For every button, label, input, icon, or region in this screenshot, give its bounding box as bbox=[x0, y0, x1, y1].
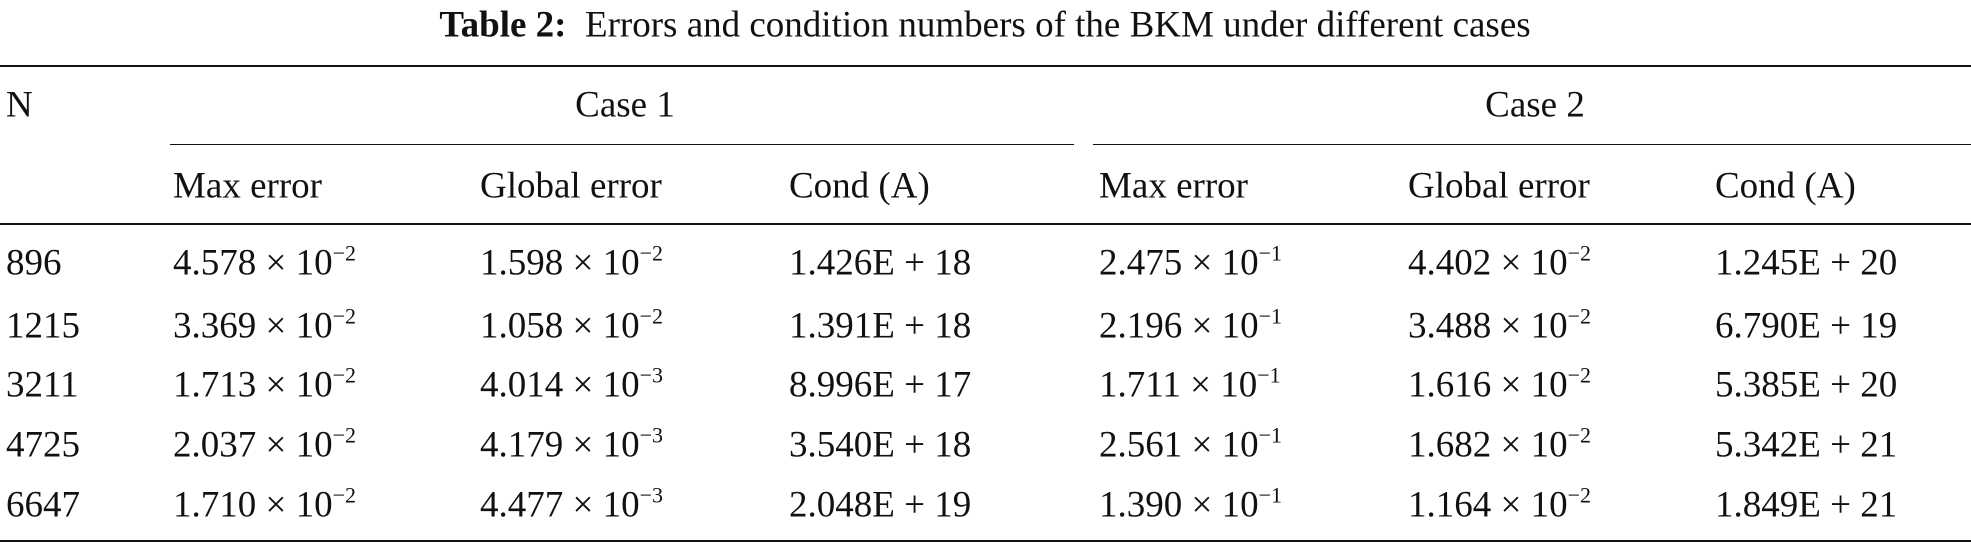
cell: 1.390 × 10−1 bbox=[1099, 484, 1282, 526]
cell: 4.477 × 10−3 bbox=[480, 484, 663, 526]
exponent: −3 bbox=[639, 482, 664, 508]
exponent: −1 bbox=[1257, 362, 1281, 388]
cell: 1.849E + 21 bbox=[1715, 484, 1898, 526]
mantissa: 1.682 × 10 bbox=[1408, 424, 1568, 466]
column-header: Max error bbox=[173, 165, 322, 207]
caption-text: Errors and condition numbers of the BKM … bbox=[584, 4, 1531, 46]
mantissa: 4.014 × 10 bbox=[480, 364, 640, 406]
exponent: −2 bbox=[1567, 303, 1592, 329]
mantissa: 1.710 × 10 bbox=[173, 484, 333, 526]
exponent: −2 bbox=[1567, 240, 1592, 266]
group-rule bbox=[170, 144, 1074, 145]
cell: 6.790E + 19 bbox=[1715, 305, 1898, 347]
cell: 8.996E + 17 bbox=[789, 364, 972, 406]
cell: 1.711 × 10−1 bbox=[1099, 364, 1281, 406]
cell: 4725 bbox=[6, 424, 80, 466]
cell: 2.475 × 10−1 bbox=[1099, 242, 1282, 284]
top-rule bbox=[0, 65, 1971, 67]
exponent: −1 bbox=[1258, 422, 1283, 448]
group-rule bbox=[1093, 144, 1971, 145]
exponent: −1 bbox=[1258, 482, 1283, 508]
exponent: −1 bbox=[1258, 303, 1283, 329]
mantissa: 1.058 × 10 bbox=[480, 305, 640, 347]
cell: 1215 bbox=[6, 305, 80, 347]
cell: 1.710 × 10−2 bbox=[173, 484, 356, 526]
cell: 1.164 × 10−2 bbox=[1408, 484, 1591, 526]
cell: 896 bbox=[6, 242, 62, 284]
exponent: −2 bbox=[332, 422, 357, 448]
mantissa: 4.402 × 10 bbox=[1408, 242, 1568, 284]
cell: 3.369 × 10−2 bbox=[173, 305, 356, 347]
cell: 3.540E + 18 bbox=[789, 424, 972, 466]
column-header: Max error bbox=[1099, 165, 1248, 207]
exponent: −2 bbox=[1567, 362, 1592, 388]
mantissa: 4.477 × 10 bbox=[480, 484, 640, 526]
mantissa: 2.037 × 10 bbox=[173, 424, 333, 466]
exponent: −2 bbox=[639, 303, 664, 329]
exponent: −2 bbox=[332, 362, 357, 388]
exponent: −1 bbox=[1258, 240, 1283, 266]
mantissa: 4.578 × 10 bbox=[173, 242, 333, 284]
column-header: Cond (A) bbox=[789, 165, 930, 207]
column-header: Global error bbox=[480, 165, 662, 207]
exponent: −2 bbox=[639, 240, 664, 266]
cell: 6647 bbox=[6, 484, 80, 526]
cell: 3.488 × 10−2 bbox=[1408, 305, 1591, 347]
cell: 5.342E + 21 bbox=[1715, 424, 1898, 466]
exponent: −2 bbox=[1567, 422, 1592, 448]
caption: Table 2: Errors and condition numbers of… bbox=[439, 7, 1530, 44]
mantissa: 2.561 × 10 bbox=[1099, 424, 1259, 466]
mantissa: 4.179 × 10 bbox=[480, 424, 640, 466]
cell: 1.058 × 10−2 bbox=[480, 305, 663, 347]
column-header: Global error bbox=[1408, 165, 1590, 207]
exponent: −3 bbox=[639, 362, 664, 388]
cell: 1.245E + 20 bbox=[1715, 242, 1898, 284]
group-header: Case 1 bbox=[575, 84, 675, 126]
exponent: −2 bbox=[332, 482, 357, 508]
row-header: N bbox=[6, 84, 33, 126]
mantissa: 2.196 × 10 bbox=[1099, 305, 1259, 347]
caption-label: Table 2: bbox=[439, 4, 567, 46]
header-rule bbox=[0, 223, 1971, 225]
cell: 4.179 × 10−3 bbox=[480, 424, 663, 466]
cell: 1.391E + 18 bbox=[789, 305, 972, 347]
column-header: Cond (A) bbox=[1715, 165, 1856, 207]
cell: 1.598 × 10−2 bbox=[480, 242, 663, 284]
mantissa: 2.475 × 10 bbox=[1099, 242, 1259, 284]
cell: 1.616 × 10−2 bbox=[1408, 364, 1591, 406]
mantissa: 3.488 × 10 bbox=[1408, 305, 1568, 347]
mantissa: 1.164 × 10 bbox=[1408, 484, 1568, 526]
cell: 2.196 × 10−1 bbox=[1099, 305, 1282, 347]
cell: 4.578 × 10−2 bbox=[173, 242, 356, 284]
mantissa: 3.369 × 10 bbox=[173, 305, 333, 347]
cell: 1.713 × 10−2 bbox=[173, 364, 356, 406]
exponent: −2 bbox=[1567, 482, 1592, 508]
cell: 2.561 × 10−1 bbox=[1099, 424, 1282, 466]
mantissa: 1.713 × 10 bbox=[173, 364, 333, 406]
exponent: −2 bbox=[332, 240, 357, 266]
cell: 4.402 × 10−2 bbox=[1408, 242, 1591, 284]
exponent: −3 bbox=[639, 422, 664, 448]
cell: 5.385E + 20 bbox=[1715, 364, 1898, 406]
mantissa: 1.711 × 10 bbox=[1099, 364, 1258, 406]
cell: 1.426E + 18 bbox=[789, 242, 972, 284]
cell: 4.014 × 10−3 bbox=[480, 364, 663, 406]
mantissa: 1.598 × 10 bbox=[480, 242, 640, 284]
cell: 2.037 × 10−2 bbox=[173, 424, 356, 466]
mantissa: 1.616 × 10 bbox=[1408, 364, 1568, 406]
exponent: −2 bbox=[332, 303, 357, 329]
group-header: Case 2 bbox=[1485, 84, 1585, 126]
cell: 2.048E + 19 bbox=[789, 484, 972, 526]
cell: 1.682 × 10−2 bbox=[1408, 424, 1591, 466]
mantissa: 1.390 × 10 bbox=[1099, 484, 1259, 526]
cell: 3211 bbox=[6, 364, 79, 406]
bottom-rule bbox=[0, 540, 1971, 542]
